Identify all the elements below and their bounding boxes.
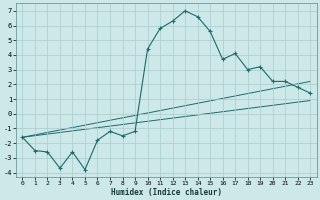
- X-axis label: Humidex (Indice chaleur): Humidex (Indice chaleur): [111, 188, 222, 197]
